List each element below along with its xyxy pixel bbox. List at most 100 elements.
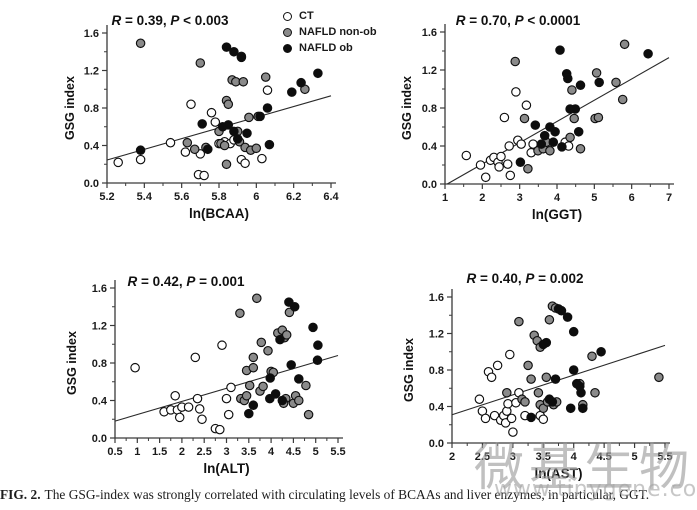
data-point: [248, 362, 259, 373]
data-point: [523, 360, 533, 371]
data-point: [252, 293, 262, 304]
x-axis-label: ln(GGT): [532, 207, 582, 222]
data-point: [189, 144, 200, 155]
data-point: [265, 373, 275, 383]
data-point: [262, 103, 273, 113]
data-point: [544, 315, 555, 325]
x-tick-label: 1: [442, 192, 448, 204]
x-tick-label: 2: [479, 192, 485, 204]
data-point: [521, 100, 532, 110]
data-point: [504, 141, 514, 151]
legend-item-nafld-ob: NAFLD ob: [283, 40, 377, 56]
x-tick-label: 3.5: [241, 446, 256, 458]
data-point: [514, 316, 524, 327]
data-point: [296, 77, 306, 88]
data-point: [238, 77, 249, 87]
x-tick-label: 5.2: [99, 191, 114, 203]
data-point: [294, 395, 304, 406]
data-point: [221, 159, 232, 170]
data-point: [313, 340, 323, 350]
data-point: [508, 427, 518, 437]
data-point: [515, 157, 526, 167]
data-point: [541, 372, 552, 383]
data-point: [575, 144, 586, 154]
data-point: [563, 73, 573, 84]
y-axis-label: GSG index: [66, 331, 79, 395]
chart-title: R = 0.42, P = 0.001: [127, 274, 245, 289]
y-axis-label: GSG index: [403, 338, 416, 402]
y-tick-label: 0.8: [92, 358, 107, 370]
data-point: [215, 424, 225, 435]
x-tick-label: 2: [179, 446, 185, 458]
legend-item-ct: CT: [283, 8, 377, 24]
y-tick-label: 0.8: [422, 103, 437, 115]
data-point: [557, 142, 567, 152]
y-axis-label: GSG index: [63, 76, 77, 140]
y-tick-label: 1.6: [84, 28, 99, 40]
data-point: [195, 58, 206, 68]
x-tick-label: 2: [449, 451, 455, 463]
data-point: [240, 158, 250, 169]
data-point: [539, 130, 550, 141]
data-point: [486, 372, 497, 383]
data-point: [573, 127, 584, 137]
data-point: [538, 414, 549, 425]
x-tick-label: 6: [253, 191, 259, 203]
data-point: [496, 151, 506, 162]
data-point: [113, 157, 123, 168]
data-point: [232, 134, 243, 144]
data-point: [135, 154, 146, 165]
data-point: [130, 362, 140, 373]
y-tick-label: 1.2: [422, 65, 437, 77]
data-point: [575, 80, 586, 90]
data-point: [643, 49, 653, 59]
data-point: [186, 99, 196, 110]
data-point: [241, 391, 252, 401]
data-point: [590, 388, 600, 398]
data-point: [281, 330, 292, 340]
ct-circle-icon: [283, 11, 292, 21]
y-tick-label: 0.0: [422, 179, 437, 191]
data-point: [251, 143, 262, 154]
data-point: [591, 68, 602, 78]
data-point: [570, 104, 581, 114]
data-point: [165, 137, 176, 148]
y-tick-label: 1.6: [92, 283, 107, 295]
y-tick-label: 0.4: [92, 396, 108, 408]
x-tick-label: 1: [134, 446, 140, 458]
x-tick-label: 3: [517, 192, 523, 204]
data-point: [270, 389, 281, 399]
data-point: [502, 159, 513, 169]
data-point: [565, 403, 576, 414]
x-tick-label: 3.5: [536, 451, 551, 463]
data-point: [526, 374, 536, 384]
legend-label: NAFLD non-ob: [299, 26, 377, 38]
data-point: [545, 146, 555, 156]
y-tick-label: 1.2: [84, 66, 99, 78]
data-point: [520, 397, 530, 407]
data-point: [499, 112, 510, 123]
scatter-svg: 0.0 0.4 0.8 1.2 1.6 1 2 3 4 5 6 7 R = 0.70, P < 0.00…: [400, 13, 674, 222]
data-point: [197, 414, 207, 425]
data-point: [301, 380, 311, 391]
data-point: [547, 397, 558, 407]
x-tick-label: 5: [591, 192, 597, 204]
data-point: [221, 42, 232, 52]
data-point: [506, 413, 517, 424]
data-point: [256, 337, 267, 348]
caption-label: FIG. 2.: [0, 487, 41, 502]
scatter-svg: 0.0 0.4 0.8 1.2 1.6 5.2 5.4 5.6 5.8 6 6.2 6.4 R = 0.…: [63, 13, 340, 221]
data-point: [203, 144, 213, 155]
data-point: [593, 112, 604, 123]
chart-alt: 0.0 0.4 0.8 1.2 1.6 0.5 1 1.5 2 2.5 3 3.5 4 4.5 5 5.5 R …: [66, 252, 358, 488]
x-tick-label: 6.2: [286, 191, 301, 203]
data-point: [510, 56, 520, 67]
chart-ggt: 0.0 0.4 0.8 1.2 1.6 1 2 3 4 5 6 7 R = 0.70, P < 0.00…: [400, 0, 692, 236]
data-point: [480, 413, 491, 424]
data-point: [229, 126, 239, 137]
data-point: [170, 391, 180, 401]
data-point: [461, 150, 472, 161]
y-tick-label: 0.4: [429, 402, 445, 414]
data-point: [568, 365, 579, 375]
